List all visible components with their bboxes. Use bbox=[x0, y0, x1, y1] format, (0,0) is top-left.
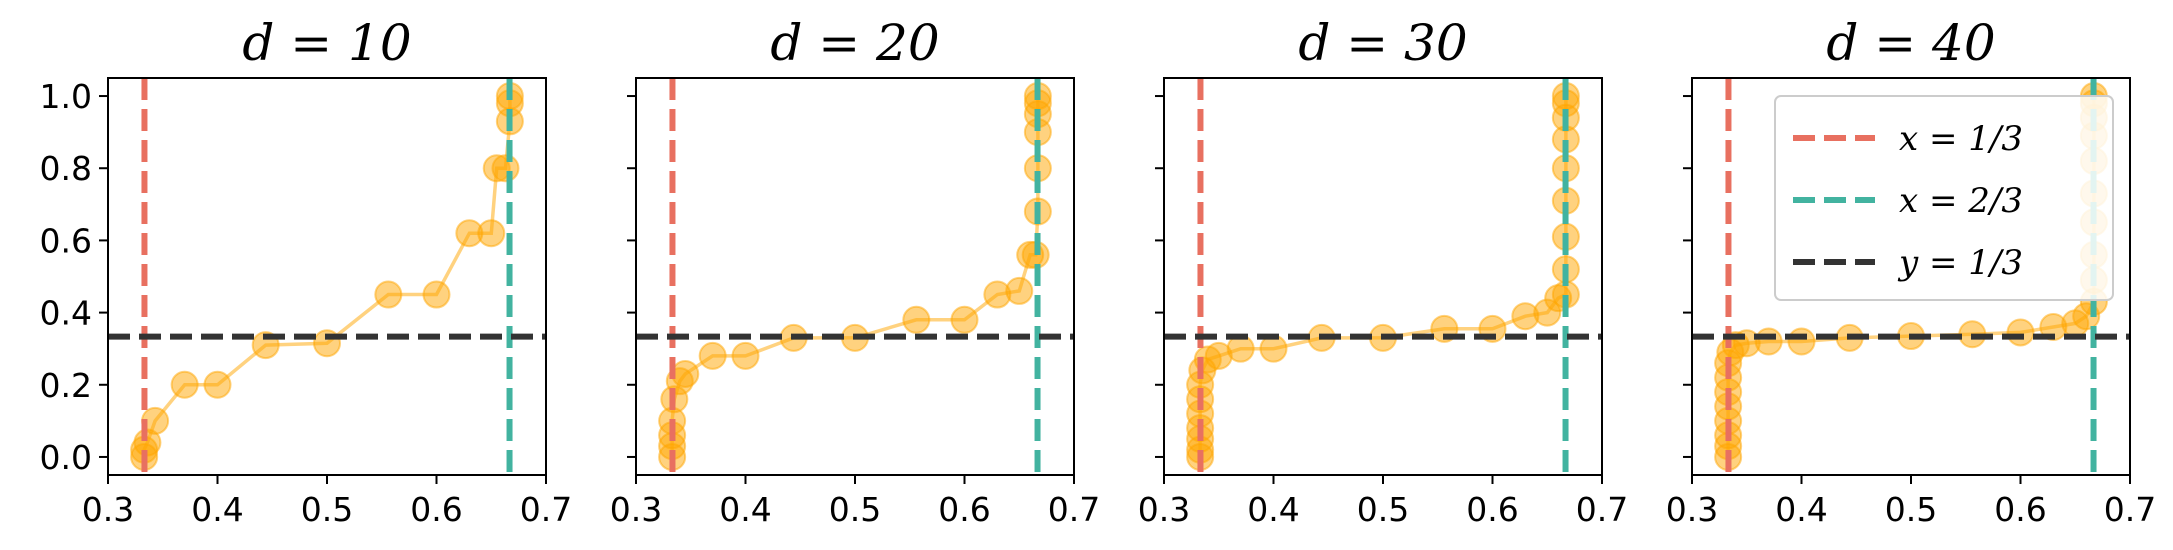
series-line bbox=[142, 96, 512, 457]
chart-panel-1: d = 10 0.3 0.4 0.5 0.6 0.7 0.0 0.2 0.4 0.6 0.8 1.0 bbox=[40, 14, 573, 529]
x-tick-label: 0.7 bbox=[520, 490, 572, 529]
data-point bbox=[170, 370, 199, 399]
axes-frame bbox=[107, 77, 547, 476]
data-point bbox=[698, 341, 727, 370]
panel-title: d = 40 bbox=[1826, 14, 1995, 72]
chart-panel-2: d = 20 0.3 0.4 0.5 0.6 0.7 bbox=[610, 14, 1100, 529]
y-tick-label: 0.4 bbox=[40, 294, 92, 333]
axes-frame bbox=[1691, 77, 2131, 476]
chart-panel-3: d = 30 0.3 0.4 0.5 0.6 0.7 bbox=[1138, 14, 1628, 529]
y-tick-label: 1.0 bbox=[40, 77, 92, 116]
plot-area bbox=[108, 78, 546, 475]
x-tick-label: 0.6 bbox=[1466, 490, 1518, 529]
x-tick-label: 0.5 bbox=[301, 490, 353, 529]
x-tick-label: 0.3 bbox=[610, 490, 662, 529]
plot-area bbox=[1164, 78, 1602, 475]
data-point bbox=[2006, 318, 2035, 347]
x-tick-label: 0.6 bbox=[938, 490, 990, 529]
x-tick-label: 0.4 bbox=[191, 490, 243, 529]
data-point bbox=[950, 305, 979, 334]
data-point bbox=[902, 305, 931, 334]
series-line bbox=[1198, 96, 1568, 457]
axes-frame bbox=[635, 77, 1075, 476]
data-point bbox=[731, 341, 760, 370]
x-tick-label: 0.4 bbox=[719, 490, 771, 529]
panel-title: d = 10 bbox=[242, 14, 411, 72]
panel-title: d = 20 bbox=[770, 14, 939, 72]
legend: x = 1/3 x = 2/3 y = 1/3 bbox=[1774, 95, 2114, 301]
y-tick-label: 0.2 bbox=[40, 366, 92, 405]
plot-area bbox=[636, 78, 1074, 475]
y-tick-label: 0.6 bbox=[40, 221, 92, 260]
x-tick-label: 0.7 bbox=[1048, 490, 1100, 529]
x-tick-label: 0.7 bbox=[1576, 490, 1628, 529]
data-point bbox=[1787, 327, 1816, 356]
x-tick-label: 0.7 bbox=[2104, 490, 2156, 529]
legend-box bbox=[1774, 95, 2114, 301]
data-point bbox=[374, 280, 403, 309]
x-tick-label: 0.6 bbox=[410, 490, 462, 529]
x-tick-label: 0.3 bbox=[82, 490, 134, 529]
legend-label: x = 2/3 bbox=[1899, 181, 2023, 221]
data-point bbox=[1754, 327, 1783, 356]
x-tick-label: 0.4 bbox=[1775, 490, 1827, 529]
data-point bbox=[491, 154, 520, 183]
chart-panel-4: d = 40 0.3 0.4 0.5 0.6 0.7 x = 1/3 x = 2/3 y = 1… bbox=[1666, 14, 2156, 529]
x-tick-label: 0.6 bbox=[1994, 490, 2046, 529]
data-point bbox=[422, 280, 451, 309]
x-tick-label: 0.3 bbox=[1666, 490, 1718, 529]
x-tick-label: 0.5 bbox=[1885, 490, 1937, 529]
x-tick-label: 0.5 bbox=[1357, 490, 1409, 529]
series-line bbox=[670, 96, 1040, 457]
y-tick-label: 0.8 bbox=[40, 149, 92, 188]
x-tick-label: 0.3 bbox=[1138, 490, 1190, 529]
data-point bbox=[477, 219, 506, 248]
x-tick-label: 0.5 bbox=[829, 490, 881, 529]
data-point bbox=[671, 359, 700, 388]
x-tick-label: 0.4 bbox=[1247, 490, 1299, 529]
y-tick-label: 0.0 bbox=[40, 438, 92, 477]
axes-frame bbox=[1163, 77, 1603, 476]
data-point bbox=[1005, 276, 1034, 305]
legend-label: y = 1/3 bbox=[1897, 243, 2023, 283]
legend-label: x = 1/3 bbox=[1899, 119, 2023, 159]
data-point bbox=[203, 370, 232, 399]
panel-title: d = 30 bbox=[1298, 14, 1467, 72]
